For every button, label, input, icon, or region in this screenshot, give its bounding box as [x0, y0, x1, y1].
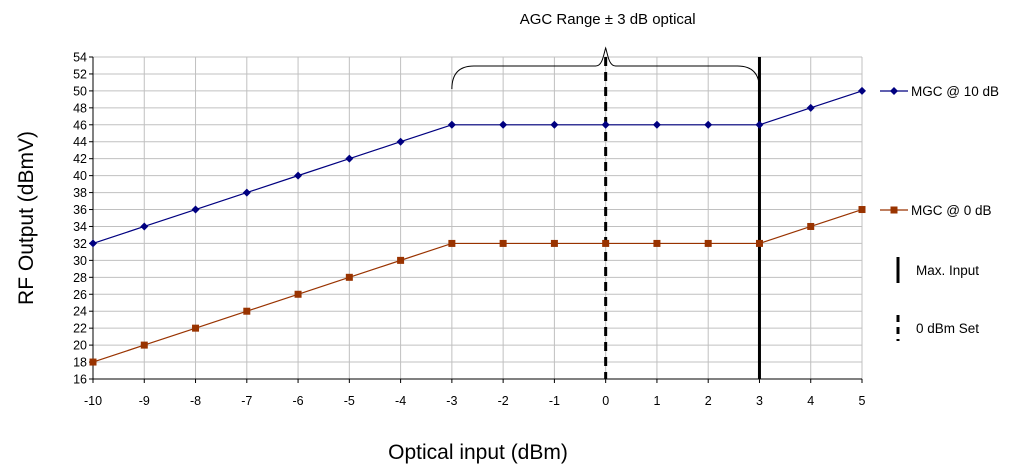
y-tick-label: 28 — [73, 271, 87, 285]
legend-label: MGC @ 0 dB — [911, 203, 991, 218]
data-point — [602, 239, 610, 247]
data-point — [294, 171, 303, 180]
agc-range-brace — [451, 46, 760, 90]
x-tick-label: -4 — [395, 394, 406, 408]
data-point — [345, 154, 354, 163]
data-point — [806, 103, 815, 112]
data-point — [243, 307, 251, 315]
data-point — [499, 120, 508, 129]
data-point — [704, 120, 713, 129]
agc-range-label: AGC Range ± 3 dB optical — [520, 11, 696, 28]
y-tick-label: 50 — [73, 84, 87, 98]
data-point — [89, 358, 97, 366]
y-tick-label: 44 — [73, 135, 87, 149]
x-tick-label: 5 — [859, 394, 866, 408]
data-point — [890, 87, 898, 95]
data-point — [192, 324, 200, 332]
zero-dbm-set-legend-label: 0 dBm Set — [916, 321, 979, 336]
y-tick-label: 22 — [73, 322, 87, 336]
reference-lines — [604, 57, 761, 379]
data-point — [858, 206, 866, 214]
y-tick-label: 18 — [73, 356, 87, 370]
x-tick-label: 4 — [807, 394, 814, 408]
y-tick-label: 34 — [73, 220, 87, 234]
plot-area — [93, 57, 862, 379]
data-point — [550, 239, 558, 247]
data-point — [447, 120, 456, 129]
x-tick-label: 1 — [653, 394, 660, 408]
x-tick-label: -6 — [293, 394, 304, 408]
data-point — [704, 239, 712, 247]
data-point — [858, 86, 866, 95]
legend-label: MGC @ 10 dB — [911, 84, 999, 99]
series — [89, 86, 866, 366]
data-point — [755, 239, 763, 247]
data-point — [652, 120, 661, 129]
x-tick-label: -3 — [446, 394, 457, 408]
y-tick-label: 52 — [73, 67, 87, 81]
data-point — [448, 239, 456, 247]
y-tick-label: 32 — [73, 237, 87, 251]
data-point — [755, 120, 764, 129]
data-point — [89, 239, 97, 248]
data-point — [499, 239, 507, 247]
data-point — [242, 188, 251, 197]
data-point — [601, 120, 610, 129]
series-line — [92, 208, 863, 363]
series-mgc-10db — [89, 86, 866, 248]
x-tick-label: -9 — [139, 394, 150, 408]
x-tick-label: 3 — [756, 394, 763, 408]
max-input-legend-label: Max. Input — [916, 263, 979, 278]
data-point — [397, 256, 405, 264]
data-point — [294, 290, 302, 298]
y-tick-label: 48 — [73, 101, 87, 115]
grid — [92, 56, 863, 380]
x-tick-label: -8 — [190, 394, 201, 408]
y-tick-label: 40 — [73, 169, 87, 183]
data-point — [890, 206, 898, 214]
axes: 1618202224262830323436384042444648505254… — [73, 51, 865, 409]
series-line — [92, 90, 863, 244]
x-tick-label: -1 — [549, 394, 560, 408]
y-tick-label: 26 — [73, 288, 87, 302]
x-tick-label: 0 — [602, 394, 609, 408]
y-tick-label: 46 — [73, 118, 87, 132]
x-tick-label: -2 — [498, 394, 509, 408]
data-point — [396, 137, 405, 146]
y-tick-label: 20 — [73, 339, 87, 353]
x-tick-label: -7 — [241, 394, 252, 408]
x-tick-label: 2 — [705, 394, 712, 408]
y-tick-label: 36 — [73, 203, 87, 217]
annotations: AGC Range ± 3 dB optical — [451, 11, 760, 90]
x-tick-label: -10 — [84, 394, 102, 408]
y-tick-label: 38 — [73, 186, 87, 200]
data-point — [140, 222, 149, 231]
data-point — [345, 273, 353, 281]
x-tick-label: -5 — [344, 394, 355, 408]
y-tick-label: 24 — [73, 305, 87, 319]
data-point — [653, 239, 661, 247]
y-tick-label: 30 — [73, 254, 87, 268]
data-point — [550, 120, 559, 129]
data-point — [807, 222, 815, 230]
y-tick-label: 54 — [73, 51, 87, 65]
y-tick-label: 42 — [73, 152, 87, 166]
y-tick-label: 16 — [73, 373, 87, 387]
data-point — [140, 341, 148, 349]
legend: MGC @ 10 dB MGC @ 0 dB Max. Input 0 dBm Set — [880, 84, 999, 341]
series-mgc-0db — [89, 206, 866, 366]
data-point — [191, 205, 200, 214]
x-axis-title: Optical input (dBm) — [388, 441, 568, 464]
y-axis-title: RF Output (dBmV) — [15, 131, 38, 305]
